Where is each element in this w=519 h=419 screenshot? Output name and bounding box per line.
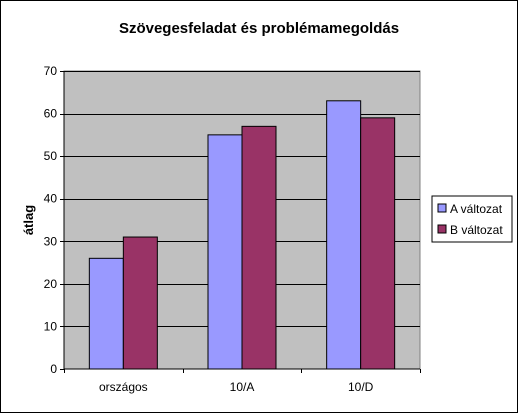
x-category-label-1: 10/A	[230, 380, 255, 394]
legend: A változat B változat	[431, 195, 513, 243]
x-category-label-0: országos	[99, 380, 148, 394]
y-tick-label-4: 40	[44, 192, 58, 206]
y-axis-label: átlag	[21, 205, 36, 235]
y-tick-label-1: 10	[44, 319, 58, 333]
y-tick-label-3: 30	[44, 234, 58, 248]
y-tick-label-5: 50	[44, 149, 58, 163]
y-tick-label-2: 20	[44, 277, 58, 291]
y-tick-labels: 0 10 20 30 40 50 60 70	[44, 64, 58, 376]
legend-swatch-1	[437, 224, 447, 234]
bar-a-1	[207, 134, 243, 370]
bars	[88, 100, 396, 370]
y-tick-label-0: 0	[50, 362, 57, 376]
y-tick-label-7: 70	[44, 64, 58, 78]
x-category-label-2: 10/D	[348, 380, 374, 394]
y-tick-label-6: 60	[44, 107, 58, 121]
bar-a-2	[326, 100, 362, 370]
legend-swatch-0	[437, 203, 447, 213]
legend-label-1: B változat	[450, 223, 503, 237]
bar-b-2	[360, 117, 396, 370]
x-category-labels: országos 10/A 10/D	[99, 380, 374, 394]
bar-b-1	[241, 125, 277, 370]
bar-b-0	[122, 236, 158, 370]
bar-a-0	[88, 257, 124, 370]
chart-title: Szövegesfeladat és problémamegoldás	[119, 20, 399, 37]
axes	[60, 71, 421, 373]
legend-label-0: A változat	[450, 202, 503, 216]
